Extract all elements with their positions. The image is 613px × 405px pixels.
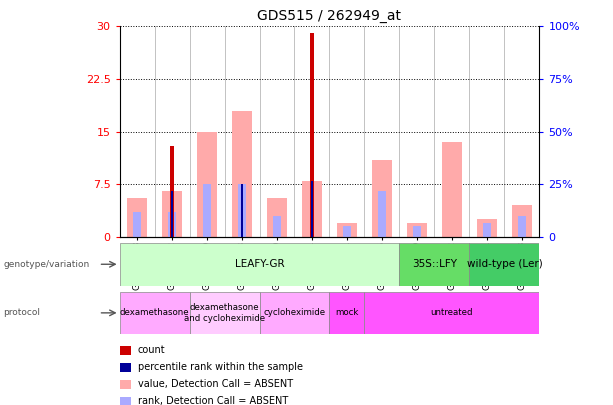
Bar <box>302 181 322 237</box>
Bar <box>408 223 427 237</box>
Text: rank, Detection Call = ABSENT: rank, Detection Call = ABSENT <box>138 396 288 405</box>
Text: LEAFY-GR: LEAFY-GR <box>235 259 284 269</box>
Text: wild-type (Ler): wild-type (Ler) <box>466 259 543 269</box>
Bar <box>267 198 287 237</box>
Bar <box>170 191 173 237</box>
Bar <box>518 216 526 237</box>
Text: dexamethasone: dexamethasone <box>120 308 189 318</box>
Text: count: count <box>138 345 166 355</box>
Bar <box>470 243 539 286</box>
Bar <box>203 184 211 237</box>
Text: genotype/variation: genotype/variation <box>3 260 89 269</box>
Text: percentile rank within the sample: percentile rank within the sample <box>138 362 303 372</box>
Bar <box>311 181 313 237</box>
Text: dexamethasone
and cycloheximide: dexamethasone and cycloheximide <box>184 303 265 322</box>
Bar <box>378 191 386 237</box>
Text: 35S::LFY: 35S::LFY <box>412 259 457 269</box>
Bar <box>162 191 181 237</box>
Bar <box>343 226 351 237</box>
Bar <box>413 226 421 237</box>
Bar <box>365 292 539 334</box>
Bar <box>259 292 330 334</box>
Bar <box>128 198 147 237</box>
Bar <box>133 212 141 237</box>
Text: cycloheximide: cycloheximide <box>264 308 326 318</box>
Bar <box>197 132 216 237</box>
Text: value, Detection Call = ABSENT: value, Detection Call = ABSENT <box>138 379 293 389</box>
Bar <box>189 292 259 334</box>
Bar <box>478 220 497 237</box>
Bar <box>273 216 281 237</box>
Bar <box>168 212 176 237</box>
Bar <box>310 33 314 237</box>
Bar <box>238 184 246 237</box>
Bar <box>120 243 400 286</box>
Bar <box>120 292 189 334</box>
Bar <box>483 223 491 237</box>
Bar <box>232 111 251 237</box>
Bar <box>330 292 365 334</box>
Text: protocol: protocol <box>3 308 40 318</box>
Bar <box>337 223 357 237</box>
Bar <box>372 160 392 237</box>
Bar <box>443 142 462 237</box>
Text: untreated: untreated <box>431 308 473 318</box>
Title: GDS515 / 262949_at: GDS515 / 262949_at <box>257 9 402 23</box>
Bar <box>170 146 175 237</box>
Text: mock: mock <box>335 308 359 318</box>
Bar <box>400 243 470 286</box>
Bar <box>241 184 243 237</box>
Bar <box>512 205 531 237</box>
